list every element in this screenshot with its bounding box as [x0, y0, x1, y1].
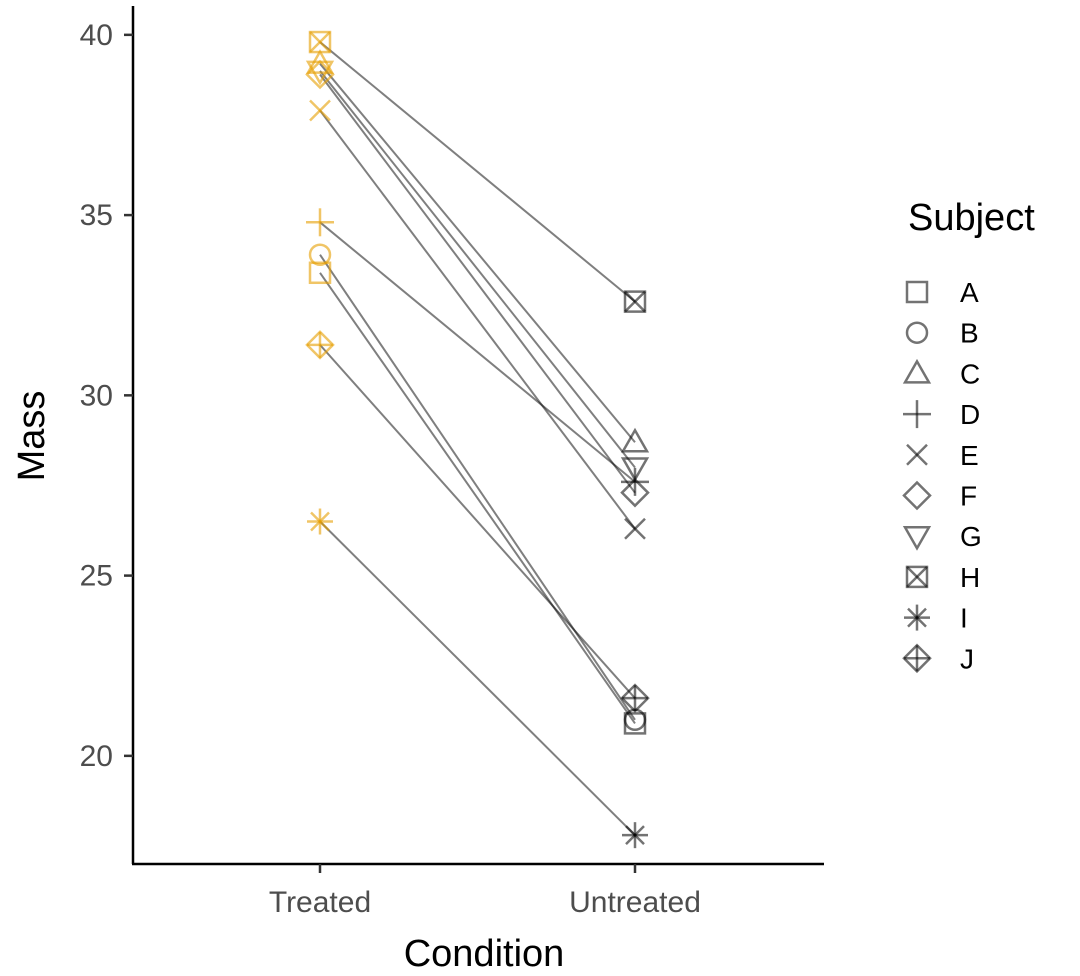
y-axis-ticks: 20 25 30 35 40: [80, 19, 133, 773]
point-G-treated: [305, 60, 335, 86]
point-H-treated: [308, 30, 332, 54]
subject-line-F: [319, 73, 636, 494]
point-F-untreated: [620, 477, 650, 508]
subject-line-I: [319, 520, 636, 836]
legend-label-A: A: [960, 277, 979, 308]
subject-points: [305, 30, 650, 849]
legend-key-E: [906, 443, 928, 466]
legend-key-C: [902, 358, 932, 384]
y-tick-label: 20: [80, 740, 113, 773]
legend-key-D: [903, 400, 931, 429]
subject-line-C: [319, 63, 636, 443]
y-tick-label: 30: [80, 379, 113, 412]
point-A-treated: [308, 261, 332, 285]
point-C-untreated: [620, 427, 650, 453]
y-tick-label: 40: [80, 19, 113, 52]
x-axis-ticks: Treated Untreated: [269, 864, 701, 919]
y-tick-label: 25: [80, 560, 113, 593]
point-G-untreated: [620, 457, 650, 482]
subject-line-B: [319, 254, 636, 721]
x-tick-label: Treated: [269, 886, 371, 919]
point-H-untreated: [623, 290, 647, 313]
point-E-untreated: [624, 517, 646, 540]
subject-line-D: [319, 221, 636, 483]
subject-line-J: [319, 344, 636, 699]
point-I-untreated: [622, 822, 648, 849]
x-axis-title: Condition: [404, 933, 565, 975]
legend-key-G: [902, 525, 932, 551]
point-D-treated: [306, 208, 334, 237]
legend-label-J: J: [960, 643, 974, 674]
legend-label-F: F: [960, 481, 977, 512]
legend-key-A: [905, 280, 929, 304]
point-E-treated: [309, 99, 331, 122]
subject-line-A: [319, 272, 636, 724]
x-tick-label: Untreated: [569, 886, 701, 919]
legend-label-B: B: [960, 318, 979, 349]
subject-line-G: [319, 70, 636, 469]
subject-lines: [319, 41, 636, 836]
legend-key-F: [902, 480, 932, 511]
legend-key-J: [902, 643, 932, 674]
legend-key-B: [905, 321, 929, 344]
legend-label-D: D: [960, 399, 980, 430]
legend-key-I: [904, 604, 930, 631]
legend-title: Subject: [908, 197, 1035, 239]
legend-label-H: H: [960, 562, 980, 593]
y-axis-title: Mass: [11, 391, 53, 482]
subject-line-E: [319, 109, 636, 530]
subject-line-H: [319, 41, 636, 303]
point-B-treated: [308, 243, 332, 266]
point-I-treated: [307, 508, 333, 535]
legend-label-G: G: [960, 521, 982, 552]
y-tick-label: 35: [80, 199, 113, 232]
legend-label-E: E: [960, 440, 979, 471]
point-J-untreated: [620, 683, 650, 713]
point-J-treated: [305, 330, 335, 360]
legend-label-C: C: [960, 358, 980, 389]
legend-label-I: I: [960, 603, 968, 634]
legend-key-H: [905, 565, 929, 589]
